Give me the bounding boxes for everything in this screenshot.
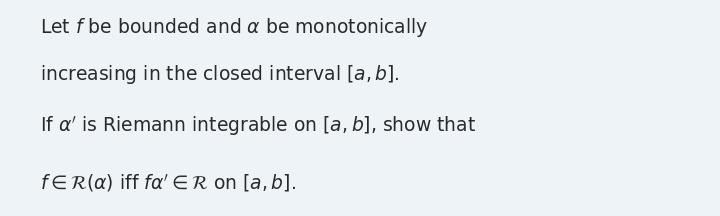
Text: Let $f$ be bounded and $\alpha$ be monotonically: Let $f$ be bounded and $\alpha$ be monot…	[40, 16, 428, 39]
Text: increasing in the closed interval $[a, b]$.: increasing in the closed interval $[a, b…	[40, 64, 400, 86]
Text: If $\alpha'$ is Riemann integrable on $[a, b]$, show that: If $\alpha'$ is Riemann integrable on $[…	[40, 114, 476, 138]
Text: $f \in \mathcal{R}(\alpha)$ iff $f\alpha' \in \mathcal{R}$ on $[a, b]$.: $f \in \mathcal{R}(\alpha)$ iff $f\alpha…	[40, 172, 296, 194]
